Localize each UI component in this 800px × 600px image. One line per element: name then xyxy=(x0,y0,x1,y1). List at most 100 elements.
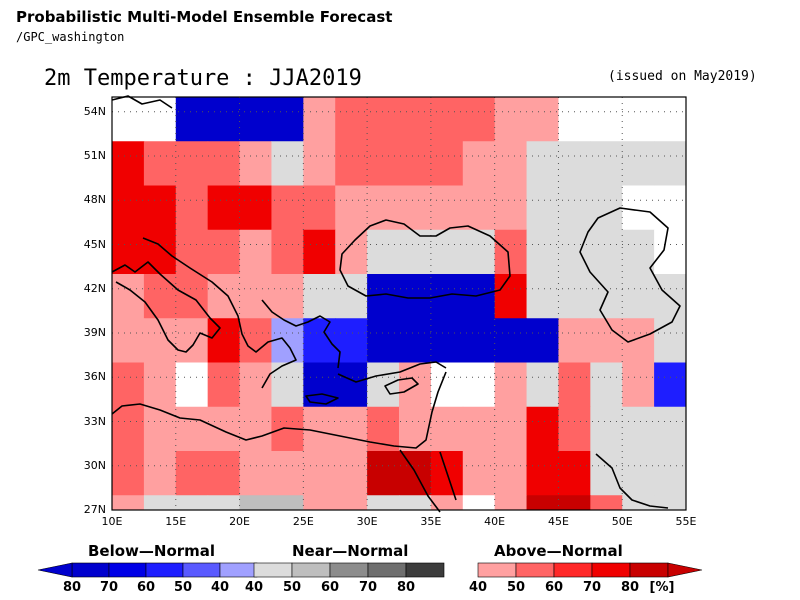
field-cell xyxy=(271,274,304,319)
field-cell xyxy=(558,141,591,186)
field-cell xyxy=(271,229,304,275)
field-cell xyxy=(367,97,400,142)
field-cell xyxy=(590,141,623,186)
field-cell xyxy=(590,97,623,142)
field-cell xyxy=(654,229,687,275)
field-cell xyxy=(112,406,145,452)
field-cell xyxy=(526,185,559,231)
field-cell xyxy=(175,97,209,142)
field-cell xyxy=(399,274,432,319)
field-cell xyxy=(303,451,336,496)
field-cell xyxy=(143,141,177,186)
field-cell xyxy=(462,185,496,231)
legend-tick: 40 xyxy=(210,580,230,595)
field-cell xyxy=(494,274,528,319)
field-cell xyxy=(462,451,496,496)
legend-tick: 50 xyxy=(506,580,526,595)
field-cell xyxy=(175,362,209,408)
field-cell xyxy=(367,185,400,231)
field-cell xyxy=(430,97,464,142)
lat-label: 54N xyxy=(83,104,106,118)
lon-label: 15E xyxy=(165,515,187,528)
field-cell xyxy=(622,274,655,319)
legend-swatch xyxy=(291,562,331,578)
field-cell xyxy=(207,274,241,319)
field-cell xyxy=(175,495,209,511)
field-cell xyxy=(207,185,241,231)
field-cell xyxy=(622,362,655,408)
field-cell xyxy=(271,97,304,142)
field-cell xyxy=(207,141,241,186)
legend-near-normal-label: Near—Normal xyxy=(292,542,409,560)
legend-swatch xyxy=(553,562,593,578)
legend-swatch xyxy=(477,562,517,578)
legend-above-normal xyxy=(477,562,703,578)
legend-swatch xyxy=(145,562,184,578)
field-cell xyxy=(526,451,559,496)
field-cell xyxy=(399,185,432,231)
lat-label: 51N xyxy=(83,149,106,162)
map-frame xyxy=(111,96,687,511)
field-cell xyxy=(526,97,559,142)
field-cell xyxy=(112,97,145,142)
field-cell xyxy=(271,185,304,231)
field-cell xyxy=(239,97,272,142)
field-cell xyxy=(494,451,528,496)
legend-swatch xyxy=(591,562,631,578)
field-cell xyxy=(654,97,687,142)
field-cell xyxy=(494,185,528,231)
legend-tick: 40 xyxy=(244,580,264,595)
coastline-caspian xyxy=(579,207,681,343)
legend-swatch xyxy=(108,562,147,578)
legend-swatch xyxy=(329,562,369,578)
field-cell xyxy=(558,97,591,142)
legend-tick: 70 xyxy=(358,580,378,595)
field-cell xyxy=(112,185,145,231)
lon-label: 35E xyxy=(420,515,442,528)
field-cell xyxy=(558,451,591,496)
coastline-levant xyxy=(111,371,447,449)
lat-label: 33N xyxy=(83,414,106,428)
field-cell xyxy=(558,274,591,319)
legend-swatch xyxy=(71,562,110,578)
field-cell xyxy=(112,495,145,511)
field-cell xyxy=(335,274,368,319)
field-cell xyxy=(143,185,177,231)
field-cell xyxy=(462,141,496,186)
legend-tick: 60 xyxy=(136,580,156,595)
field-cell xyxy=(207,318,241,363)
field-cell xyxy=(462,318,496,363)
legend-tick: 80 xyxy=(620,580,640,595)
coastline-anatolia-south xyxy=(337,361,447,383)
field-cell xyxy=(558,185,591,231)
legend-arrow-right xyxy=(667,562,703,578)
field-cell xyxy=(622,406,655,452)
field-cell xyxy=(590,451,623,496)
field-cell xyxy=(494,495,528,511)
field-cell xyxy=(143,451,177,496)
figure-title: Probabilistic Multi-Model Ensemble Forec… xyxy=(16,8,393,26)
field-cell xyxy=(558,362,591,408)
field-cell xyxy=(526,141,559,186)
field-cell xyxy=(622,97,655,142)
field-cell xyxy=(399,318,432,363)
lat-label: 27N xyxy=(83,503,106,516)
field-cell xyxy=(143,495,177,511)
field-cell xyxy=(430,141,464,186)
lat-label: 36N xyxy=(83,370,106,384)
field-cell xyxy=(112,362,145,408)
field-cell xyxy=(335,451,368,496)
field-cell xyxy=(367,229,400,275)
field-cell xyxy=(175,141,209,186)
legend-tick: 80 xyxy=(62,580,82,595)
legend-swatch xyxy=(515,562,555,578)
legend-tick: 60 xyxy=(320,580,340,595)
legend-unit: [%] xyxy=(649,580,675,595)
coastline-crete xyxy=(305,393,339,405)
field-cell xyxy=(207,451,241,496)
field-cell xyxy=(494,97,528,142)
field-cell xyxy=(558,318,591,363)
field-cell xyxy=(175,185,209,231)
